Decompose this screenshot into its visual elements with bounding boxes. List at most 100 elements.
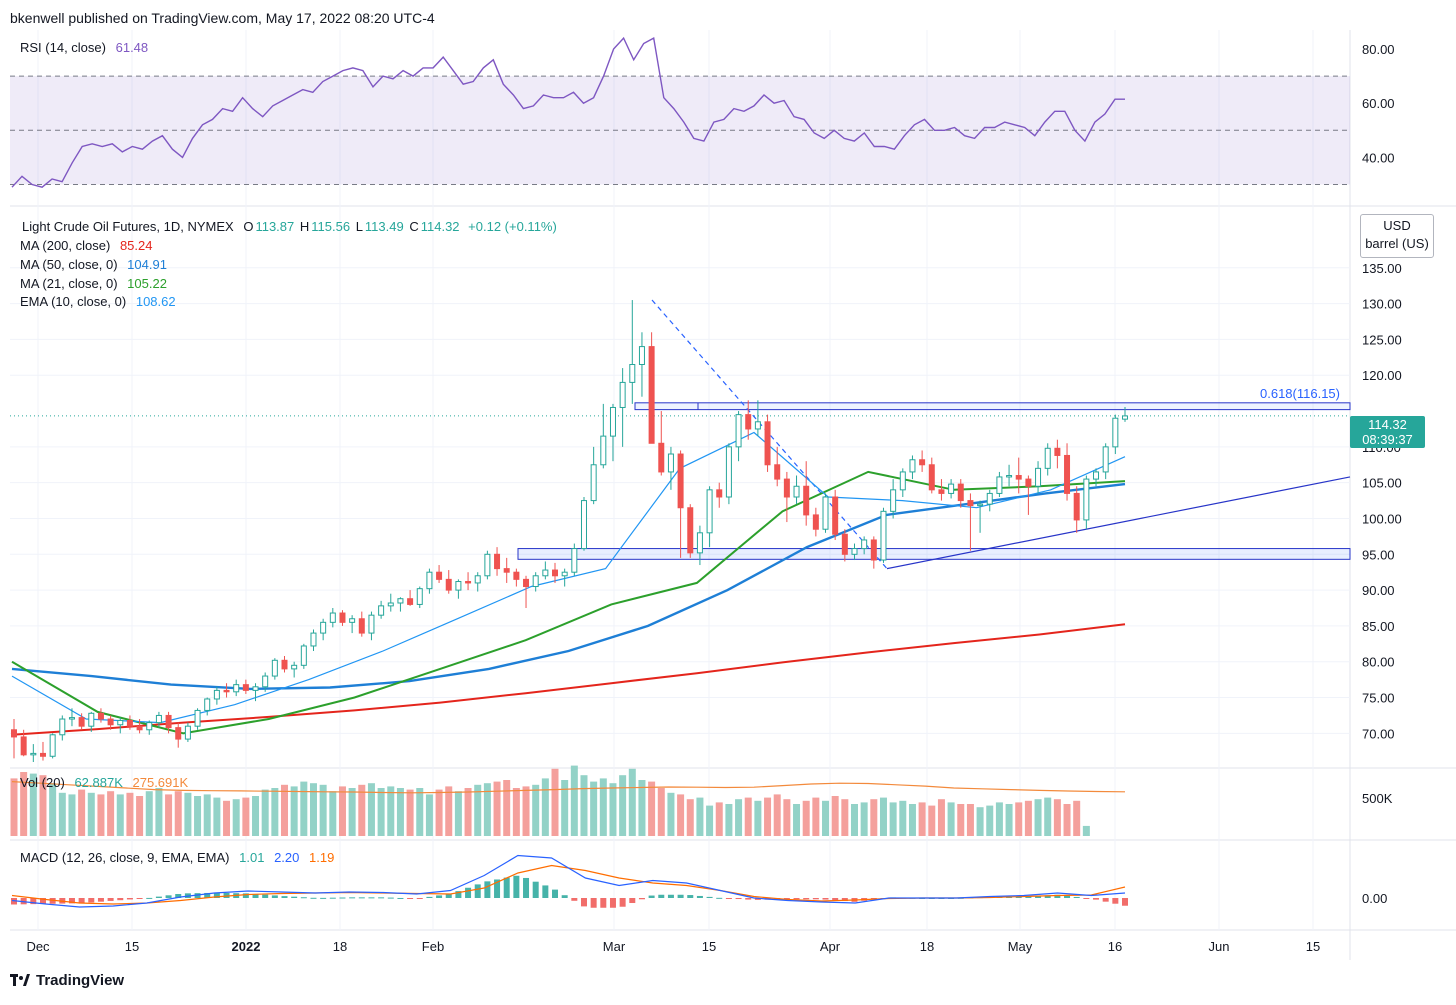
rsi-legend[interactable]: RSI (14, close) 61.48 (20, 40, 148, 55)
candle-body-down (687, 507, 694, 554)
candle-body-up (571, 548, 578, 573)
candle-body-up (899, 471, 906, 491)
ma200-legend[interactable]: MA (200, close) 85.24 (20, 238, 153, 253)
macd-histogram-bar (687, 895, 694, 898)
candle-body-up (629, 364, 636, 383)
candle-body-up (1093, 471, 1100, 480)
tradingview-brand: TradingView (36, 972, 125, 989)
volume-bar (850, 804, 858, 836)
volume-bar (696, 797, 704, 836)
price-axis-label: 130.00 (1362, 297, 1402, 312)
macd-histogram-bar (484, 881, 491, 898)
volume-bar (136, 796, 144, 836)
candle-body-up (329, 612, 336, 623)
macd-histogram-bar (1102, 898, 1109, 902)
volume-bar (609, 783, 617, 836)
candle-body-up (754, 421, 761, 430)
x-tick-label: 15 (702, 939, 716, 954)
macd-histogram-bar (329, 897, 336, 899)
rising-trendline (886, 476, 1351, 570)
rsi-axis-label: 40.00 (1362, 150, 1395, 165)
volume-bar (107, 791, 115, 836)
macd-histogram-bar (242, 893, 249, 898)
macd-histogram-bar (397, 897, 404, 899)
volume-bar (68, 794, 76, 836)
volume-bar (908, 804, 916, 836)
ema10-legend[interactable]: EMA (10, close, 0) 108.62 (20, 294, 176, 309)
volume-bar (503, 780, 511, 836)
volume-bar (242, 797, 250, 836)
macd-histogram-bar (175, 894, 182, 898)
volume-bar (165, 794, 173, 836)
unit-selector[interactable]: USD barrel (US) (1360, 214, 1434, 258)
macd-histogram-bar (426, 896, 433, 898)
rsi-axis-label: 60.00 (1362, 96, 1395, 111)
macd-legend-signal: 2.20 (274, 850, 300, 865)
macd-histogram-bar (1093, 898, 1100, 900)
close-label: C (409, 219, 419, 234)
volume-bar (889, 802, 897, 836)
candle-body-down (658, 442, 665, 473)
macd-histogram-bar (252, 893, 259, 898)
ma21-legend[interactable]: MA (21, close, 0) 105.22 (20, 276, 167, 291)
macd-histogram-bar (455, 891, 462, 898)
macd-histogram-bar (126, 898, 133, 900)
candle-body-down (967, 500, 974, 507)
macd-histogram-bar (436, 895, 443, 898)
volume-bar (348, 788, 356, 836)
volume-bar (377, 788, 385, 836)
macd-histogram-bar (745, 898, 752, 900)
rsi-legend-value: 61.48 (115, 40, 149, 55)
candle-body-up (416, 588, 423, 605)
x-tick-label: 15 (125, 939, 139, 954)
tradingview-logo[interactable]: TradingView (10, 972, 124, 990)
candle-body-down (494, 553, 501, 570)
macd-histogram-bar (716, 897, 723, 899)
volume-bar (648, 781, 656, 836)
macd-legend-macd: 1.01 (239, 850, 265, 865)
x-tick-label: 16 (1108, 939, 1122, 954)
volume-bar (271, 788, 279, 836)
candle-body-up (977, 503, 984, 507)
volume-bar (802, 800, 810, 836)
candle-body-up (146, 722, 153, 731)
volume-bar (706, 805, 714, 836)
macd-histogram-bar (30, 898, 37, 905)
volume-bar (1082, 825, 1090, 836)
macd-histogram-bar (165, 895, 172, 898)
candle-body-up (1035, 467, 1042, 487)
price-axis-label: 105.00 (1362, 476, 1402, 491)
macd-histogram-bar (281, 896, 288, 898)
volume-bar (1024, 800, 1032, 836)
volume-bar (39, 775, 47, 836)
volume-bar (29, 773, 37, 836)
fib-retracement-line (651, 299, 888, 570)
candle-body-down (1025, 478, 1032, 487)
ma50-legend[interactable]: MA (50, close, 0) 104.91 (20, 257, 167, 272)
candle-body-up (194, 709, 201, 727)
low-value: 113.49 (364, 219, 404, 234)
volume-bar (773, 794, 781, 836)
candle-body-down (870, 539, 877, 561)
volume-bar (1044, 797, 1052, 836)
volume-bar (300, 781, 308, 836)
candle-body-up (426, 571, 433, 590)
macd-histogram-bar (735, 898, 742, 900)
macd-legend[interactable]: MACD (12, 26, close, 9, EMA, EMA) 1.01 2… (20, 850, 334, 865)
volume-bar (387, 786, 395, 836)
volume-bar (822, 800, 830, 836)
candle-body-up (948, 483, 955, 494)
ma21-legend-name: MA (21, close, 0) (20, 276, 118, 291)
volume-legend[interactable]: Vol (20) 62.887K 275.691K (20, 775, 188, 790)
candle-body-up (204, 698, 211, 711)
volume-bar (223, 800, 231, 836)
candle-body-up (532, 575, 539, 588)
candle-body-up (484, 553, 491, 577)
macd-histogram-bar (97, 898, 104, 902)
macd-histogram-bar (523, 877, 530, 898)
candle-body-down (445, 578, 452, 591)
main-legend[interactable]: Light Crude Oil Futures, 1D, NYMEX O 113.… (20, 219, 557, 234)
volume-bar (1005, 804, 1013, 836)
candle-body-down (1064, 454, 1071, 494)
